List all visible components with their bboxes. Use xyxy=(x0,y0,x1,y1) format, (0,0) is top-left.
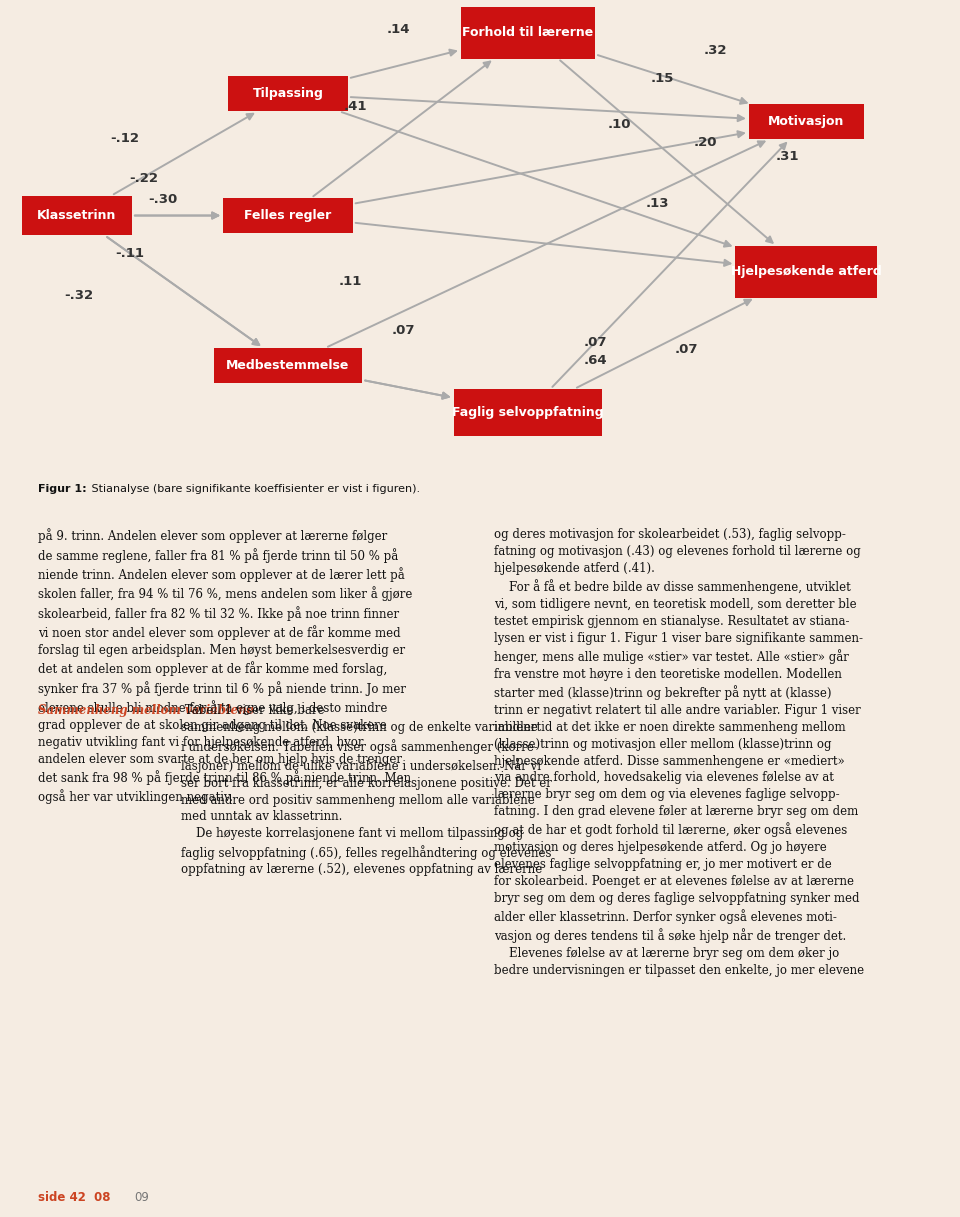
Text: -.22: -.22 xyxy=(130,172,158,185)
Text: Stianalyse (bare signifikante koeffisienter er vist i figuren).: Stianalyse (bare signifikante koeffisien… xyxy=(88,483,420,494)
Text: 09: 09 xyxy=(134,1190,149,1204)
Text: Medbestemmelse: Medbestemmelse xyxy=(227,359,349,372)
Text: .11: .11 xyxy=(339,275,362,287)
FancyBboxPatch shape xyxy=(21,196,132,235)
FancyBboxPatch shape xyxy=(461,7,595,58)
Text: -.12: -.12 xyxy=(110,131,139,145)
Text: Figur 1:: Figur 1: xyxy=(38,483,87,494)
Text: .41: .41 xyxy=(344,100,367,113)
Text: .15: .15 xyxy=(651,72,674,85)
Text: .31: .31 xyxy=(776,151,799,163)
Text: Forhold til lærerne: Forhold til lærerne xyxy=(463,27,593,39)
Text: -.32: -.32 xyxy=(64,288,93,302)
Text: .07: .07 xyxy=(392,324,415,337)
FancyBboxPatch shape xyxy=(735,246,877,297)
Text: og deres motivasjon for skolearbeidet (.53), faglig selvopp-
fatning og motivasj: og deres motivasjon for skolearbeidet (.… xyxy=(494,528,865,977)
Text: .10: .10 xyxy=(608,118,631,130)
Text: Sammenheng mellom variablene: Sammenheng mellom variablene xyxy=(38,705,254,717)
Text: side 42  08: side 42 08 xyxy=(38,1190,111,1204)
Text: Tabell 1 viser ikke bare
sammenheng mellom (klasse)trinn og de enkelte variablen: Tabell 1 viser ikke bare sammenheng mell… xyxy=(181,705,552,876)
Text: Klassetrinn: Klassetrinn xyxy=(37,209,116,221)
Text: .07: .07 xyxy=(675,342,698,355)
FancyBboxPatch shape xyxy=(454,389,603,436)
Text: .07: .07 xyxy=(584,336,607,348)
FancyBboxPatch shape xyxy=(228,77,348,111)
Text: Tilpassing: Tilpassing xyxy=(252,88,324,100)
Text: .20: .20 xyxy=(694,136,717,150)
FancyBboxPatch shape xyxy=(749,105,864,140)
Text: Motivasjon: Motivasjon xyxy=(768,116,845,128)
Text: Felles regler: Felles regler xyxy=(245,209,331,221)
Text: Hjelpesøkende atferd: Hjelpesøkende atferd xyxy=(731,265,882,279)
Text: -.30: -.30 xyxy=(149,192,178,206)
Text: .64: .64 xyxy=(584,354,607,368)
Text: på 9. trinn. Andelen elever som opplever at lærerne følger
de samme reglene, fal: på 9. trinn. Andelen elever som opplever… xyxy=(38,528,413,804)
Text: .32: .32 xyxy=(704,44,727,57)
FancyBboxPatch shape xyxy=(223,198,353,234)
Text: Faglig selvoppfatning: Faglig selvoppfatning xyxy=(452,405,604,419)
Text: .13: .13 xyxy=(646,197,669,211)
Text: -.11: -.11 xyxy=(115,247,144,259)
FancyBboxPatch shape xyxy=(213,348,362,383)
Text: .14: .14 xyxy=(387,23,410,35)
